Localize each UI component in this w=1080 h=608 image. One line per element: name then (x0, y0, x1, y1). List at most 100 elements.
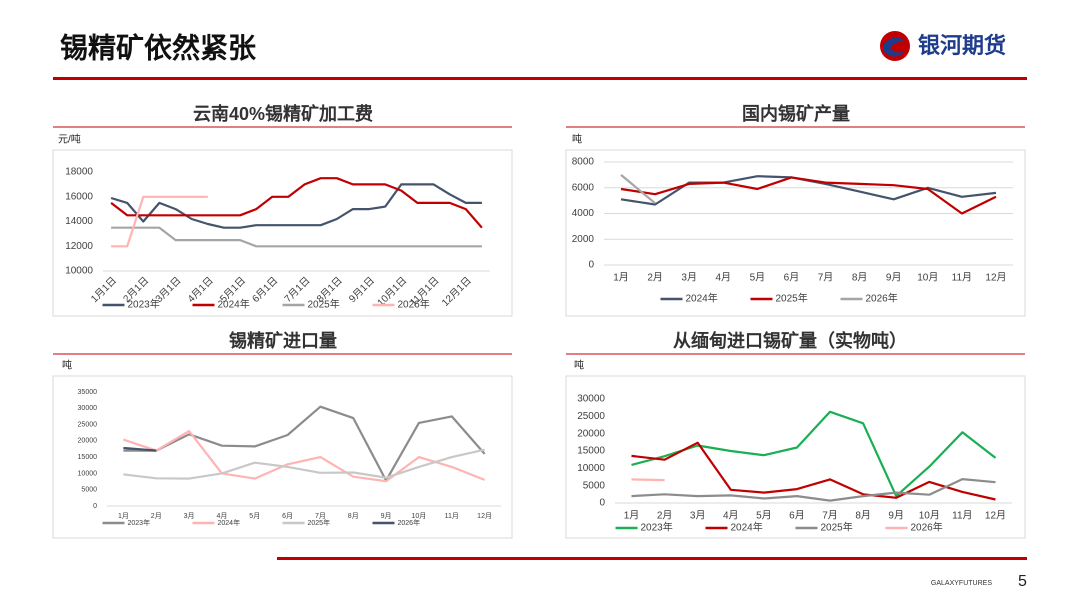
legend-label: 2026年 (398, 518, 421, 527)
y-tick-label: 14000 (65, 216, 93, 227)
x-tick-label: 9月1日 (347, 275, 377, 305)
y-axis-label: 吨 (572, 133, 582, 146)
x-tick-label: 4月1日 (185, 275, 215, 305)
logo-swirl (884, 37, 906, 57)
y-axis-label: 元/吨 (58, 133, 81, 146)
legend-label: 2026年 (398, 298, 430, 311)
y-tick-label: 5000 (583, 480, 606, 491)
legend-label: 2024年 (218, 518, 241, 527)
header-rule (53, 77, 1027, 80)
series-line (123, 405, 486, 482)
logo: 银河期货 (880, 31, 1006, 61)
y-tick-label: 30000 (78, 405, 98, 412)
series-line (123, 448, 485, 480)
x-tick-label: 8月 (855, 510, 871, 522)
series-line (123, 430, 486, 483)
x-tick-label: 7月 (822, 510, 838, 522)
y-tick-label: 15000 (577, 446, 605, 457)
x-tick-label: 5月 (756, 510, 772, 522)
x-tick-label: 11月 (952, 510, 972, 522)
footer-brand: GALAXYFUTURES (931, 580, 992, 587)
legend-label: 2023年 (128, 518, 151, 527)
x-tick-label: 10月 (919, 510, 940, 522)
x-tick-label: 8月 (852, 272, 868, 284)
logo-text: 银河期货 (918, 33, 1006, 58)
page-number: 5 (1018, 573, 1027, 590)
legend-label: 2023年 (641, 521, 673, 534)
plot-panel (52, 149, 513, 317)
plot-panel (52, 375, 513, 539)
y-tick-label: 6000 (572, 182, 595, 193)
x-tick-label: 6月 (789, 510, 805, 522)
legend-label: 2025年 (308, 298, 340, 311)
x-tick-label: 1月 (118, 512, 129, 520)
y-tick-label: 20000 (577, 428, 605, 439)
y-tick-label: 30000 (577, 394, 605, 405)
legend-label: 2023年 (128, 298, 160, 311)
plot-panel (565, 375, 1026, 539)
legend-label: 2025年 (821, 521, 853, 534)
series-line (620, 176, 997, 215)
legend-label: 2025年 (776, 292, 808, 305)
legend-label: 2025年 (308, 518, 331, 527)
y-tick-label: 25000 (78, 421, 98, 428)
x-tick-label: 9月 (381, 512, 392, 520)
chart-title: 云南40%锡精矿加工费 (193, 103, 373, 124)
x-tick-label: 6月 (784, 272, 800, 284)
x-tick-label: 9月 (886, 272, 902, 284)
x-tick-label: 6月1日 (250, 275, 280, 305)
x-tick-label: 2月 (151, 512, 162, 520)
x-tick-label: 2月 (647, 272, 663, 284)
series-line (631, 478, 996, 502)
series-line (631, 410, 997, 498)
y-axis-label: 吨 (574, 359, 584, 372)
x-tick-label: 10月 (917, 272, 938, 284)
y-tick-label: 25000 (577, 411, 605, 422)
x-tick-label: 12月1日 (439, 275, 473, 309)
y-tick-label: 2000 (572, 234, 595, 245)
x-tick-label: 4月 (716, 272, 732, 284)
x-tick-label: 11月 (445, 512, 459, 520)
x-tick-label: 4月 (723, 510, 739, 522)
series-line (110, 183, 482, 229)
legend-label: 2026年 (911, 521, 943, 534)
y-tick-label: 18000 (65, 167, 93, 178)
y-tick-label: 5000 (81, 487, 97, 494)
x-tick-label: 1月 (613, 272, 629, 284)
chart-title: 从缅甸进口锡矿量（实物吨） (673, 330, 907, 351)
legend-label: 2026年 (866, 292, 898, 305)
x-tick-label: 10月 (412, 512, 427, 520)
y-tick-label: 20000 (78, 438, 98, 445)
series-line (110, 177, 483, 229)
x-tick-label: 12月 (985, 272, 1006, 284)
y-tick-label: 0 (588, 260, 594, 271)
x-tick-label: 6月 (282, 512, 293, 520)
x-tick-label: 3月 (184, 512, 195, 520)
chart-title: 国内锡矿产量 (742, 103, 850, 124)
x-tick-label: 1月1日 (89, 275, 119, 305)
x-tick-label: 3月 (690, 510, 706, 522)
y-tick-label: 0 (599, 498, 605, 509)
x-tick-label: 1月 (624, 510, 640, 522)
legend-label: 2024年 (218, 298, 250, 311)
x-tick-label: 7月 (315, 512, 326, 520)
chart-title: 锡精矿进口量 (229, 330, 337, 351)
plot-panel (565, 149, 1026, 317)
y-tick-label: 10000 (65, 266, 93, 277)
x-tick-label: 3月 (681, 272, 697, 284)
x-tick-label: 11月 (952, 272, 972, 284)
y-axis-label: 吨 (62, 359, 72, 372)
series-line (111, 226, 482, 248)
x-tick-label: 4月 (216, 512, 227, 520)
y-tick-label: 8000 (572, 157, 595, 168)
x-tick-label: 8月 (348, 512, 359, 520)
y-tick-label: 12000 (65, 241, 93, 252)
y-tick-label: 0 (93, 503, 97, 510)
slide-title: 锡精矿依然紧张 (60, 31, 256, 63)
y-tick-label: 15000 (78, 454, 98, 461)
y-tick-label: 35000 (78, 389, 98, 396)
series-line (111, 195, 208, 248)
x-tick-label: 5月 (249, 512, 260, 520)
x-tick-label: 9月 (888, 510, 904, 522)
